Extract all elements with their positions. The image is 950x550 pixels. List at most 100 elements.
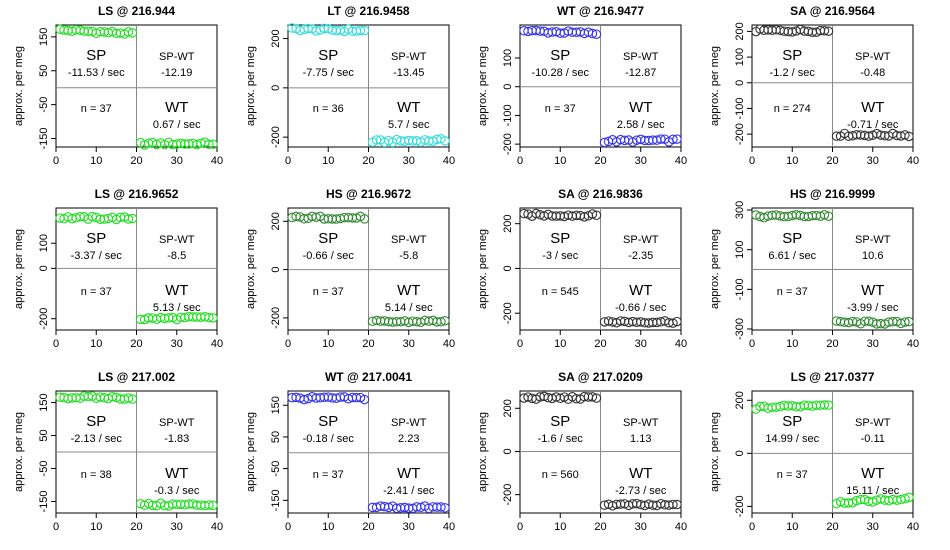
- sp-wt-label: SP-WT: [159, 51, 195, 63]
- wt-data-point: [436, 316, 446, 327]
- sp-data-point: [823, 211, 834, 221]
- n-count: n = 38: [81, 469, 112, 481]
- x-tick-label: 0: [749, 155, 755, 167]
- y-tick-label: 200: [734, 22, 746, 40]
- sp-label: SP: [550, 413, 570, 430]
- y-tick-label: -100: [734, 278, 746, 300]
- sp-wt-label: SP-WT: [159, 417, 195, 429]
- sp-data-point: [123, 27, 134, 37]
- sp-wt-label: SP-WT: [855, 234, 891, 246]
- sp-data-point: [591, 393, 602, 403]
- y-tick-label: 200: [270, 212, 282, 230]
- sp-wt-value: -12.87: [625, 67, 656, 79]
- x-tick-label: 0: [285, 338, 291, 350]
- wt-data-point: [904, 131, 914, 142]
- wt-label: WT: [861, 282, 884, 299]
- sp-wt-value: -13.45: [393, 67, 424, 79]
- sp-wt-value: -5.8: [399, 250, 418, 262]
- chart-panel-8: HS @ 216.9999 approx. per meg 0 10 20 30 40 300…: [709, 187, 919, 350]
- sp-wt-label: SP-WT: [159, 234, 195, 246]
- y-tick-label: 200: [734, 391, 746, 409]
- chart-title: SA @ 216.9836: [558, 187, 643, 201]
- y-tick-label: 0: [502, 265, 514, 271]
- sp-data-point: [123, 214, 134, 224]
- sp-wt-label: SP-WT: [855, 417, 891, 429]
- y-axis-label: approx. per meg: [13, 229, 25, 309]
- x-tick-label: 40: [907, 155, 919, 167]
- y-tick-label: 200: [502, 399, 514, 417]
- y-tick-label: 0: [270, 85, 282, 91]
- n-count: n = 545: [542, 286, 579, 298]
- x-tick-label: 20: [362, 338, 374, 350]
- y-tick-label: 150: [38, 28, 50, 46]
- sp-wt-label: SP-WT: [623, 417, 659, 429]
- x-tick-label: 30: [635, 521, 647, 533]
- x-tick-label: 10: [322, 155, 334, 167]
- x-tick-label: 0: [517, 521, 523, 533]
- wt-rate: 15.11 / sec: [846, 485, 899, 497]
- sp-rate: -0.18 / sec: [303, 433, 355, 445]
- n-count: n = 36: [313, 103, 344, 115]
- y-tick-label: -50: [38, 461, 50, 477]
- x-tick-label: 40: [211, 155, 223, 167]
- y-axis-label: approx. per meg: [245, 412, 257, 492]
- y-tick-label: 50: [270, 431, 282, 443]
- n-count: n = 37: [545, 103, 576, 115]
- chart-title: LS @ 216.9652: [95, 187, 179, 201]
- wt-data-point: [904, 492, 914, 503]
- wt-rate: 5.7 / sec: [388, 119, 430, 131]
- y-tick-label: -100: [502, 104, 514, 126]
- sp-rate: -2.13 / sec: [71, 433, 123, 445]
- wt-rate: 2.58 / sec: [617, 119, 665, 131]
- sp-data-point: [127, 28, 138, 38]
- x-tick-label: 30: [867, 338, 879, 350]
- chart-title: LS @ 217.002: [98, 370, 175, 384]
- y-tick-label: 100: [502, 49, 514, 67]
- wt-data-point: [208, 139, 218, 149]
- x-tick-label: 0: [285, 155, 291, 167]
- x-tick-label: 0: [53, 338, 59, 350]
- x-tick-label: 30: [635, 155, 647, 167]
- y-tick-label: 300: [734, 201, 746, 219]
- wt-data-point: [440, 136, 450, 146]
- wt-data-point: [668, 499, 678, 510]
- wt-data-point: [440, 503, 450, 513]
- sp-wt-label: SP-WT: [623, 51, 659, 63]
- sp-data-point: [587, 392, 598, 402]
- chart-panel-9: LS @ 217.002 approx. per meg 0 10 20 30 40 150 5…: [13, 370, 223, 533]
- sp-wt-value: -1.83: [164, 433, 189, 445]
- wt-data-point: [668, 318, 678, 328]
- x-tick-label: 0: [517, 338, 523, 350]
- chart-title: SA @ 217.0209: [558, 370, 643, 384]
- y-axis-label: approx. per meg: [13, 412, 25, 492]
- chart-panel-12: LS @ 217.0377 approx. per meg 0 10 20 30 40 200…: [709, 370, 919, 533]
- y-tick-label: 50: [38, 429, 50, 441]
- sp-wt-value: -2.35: [628, 250, 653, 262]
- y-axis-label: approx. per meg: [13, 46, 25, 126]
- x-tick-label: 40: [675, 521, 687, 533]
- y-tick-label: -150: [38, 490, 50, 512]
- wt-data-point: [672, 499, 682, 510]
- y-tick-label: 100: [734, 48, 746, 66]
- chart-panel-5: LS @ 216.9652 approx. per meg 0 10 20 30 40 100…: [13, 187, 223, 350]
- sp-wt-value: 1.13: [630, 433, 651, 445]
- wt-label: WT: [165, 465, 188, 482]
- y-tick-label: -50: [38, 97, 50, 113]
- sp-wt-label: SP-WT: [391, 417, 427, 429]
- x-tick-label: 20: [362, 155, 374, 167]
- sp-data-point: [359, 394, 370, 405]
- y-axis-label: approx. per meg: [709, 46, 721, 126]
- y-tick-label: 0: [502, 84, 514, 90]
- x-tick-label: 30: [403, 521, 415, 533]
- sp-data-point: [819, 400, 830, 410]
- wt-data-point: [204, 139, 214, 150]
- sp-data-point: [587, 28, 598, 39]
- sp-data-point: [591, 210, 602, 220]
- sp-wt-value: -12.19: [161, 67, 192, 79]
- wt-data-point: [436, 502, 446, 512]
- chart-title: WT @ 217.0041: [325, 370, 412, 384]
- x-tick-label: 40: [907, 338, 919, 350]
- sp-data-point: [127, 394, 138, 404]
- sp-rate: -7.75 / sec: [303, 67, 355, 79]
